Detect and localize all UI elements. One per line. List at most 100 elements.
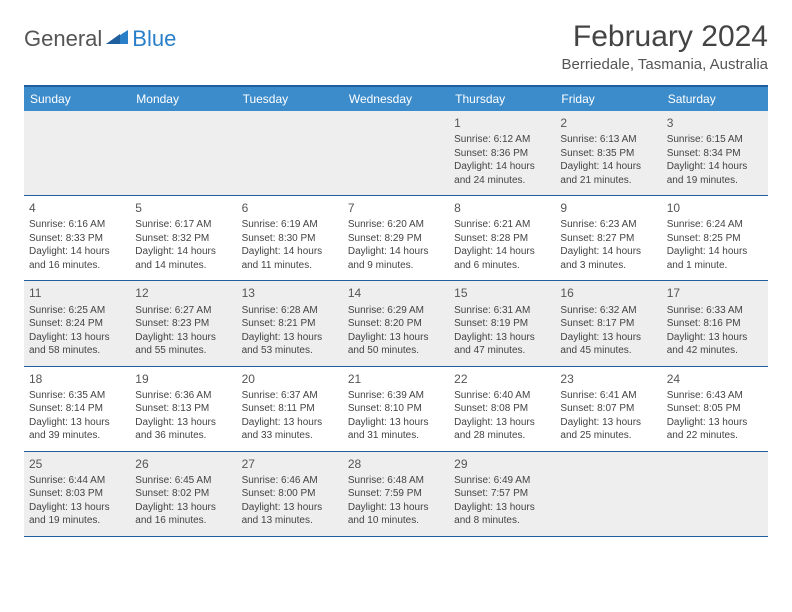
day-detail-day1: Daylight: 13 hours bbox=[454, 331, 550, 345]
day-cell: 15Sunrise: 6:31 AMSunset: 8:19 PMDayligh… bbox=[449, 281, 555, 365]
day-detail-sunset: Sunset: 8:13 PM bbox=[135, 402, 231, 416]
day-number: 19 bbox=[135, 371, 231, 387]
day-cell bbox=[24, 111, 130, 195]
day-number: 15 bbox=[454, 285, 550, 301]
day-detail-day2: and 47 minutes. bbox=[454, 344, 550, 358]
day-detail-sunrise: Sunrise: 6:21 AM bbox=[454, 218, 550, 232]
day-cell: 2Sunrise: 6:13 AMSunset: 8:35 PMDaylight… bbox=[555, 111, 661, 195]
day-detail-day1: Daylight: 13 hours bbox=[135, 501, 231, 515]
week-row: 25Sunrise: 6:44 AMSunset: 8:03 PMDayligh… bbox=[24, 452, 768, 537]
day-detail-day2: and 10 minutes. bbox=[348, 514, 444, 528]
day-cell: 1Sunrise: 6:12 AMSunset: 8:36 PMDaylight… bbox=[449, 111, 555, 195]
day-detail-day2: and 1 minute. bbox=[667, 259, 763, 273]
day-detail-day2: and 24 minutes. bbox=[454, 174, 550, 188]
weekday-header: Wednesday bbox=[343, 87, 449, 111]
title-block: February 2024 Berriedale, Tasmania, Aust… bbox=[562, 20, 769, 73]
week-row: 11Sunrise: 6:25 AMSunset: 8:24 PMDayligh… bbox=[24, 281, 768, 366]
day-number: 28 bbox=[348, 456, 444, 472]
day-detail-day1: Daylight: 14 hours bbox=[560, 160, 656, 174]
day-detail-sunrise: Sunrise: 6:20 AM bbox=[348, 218, 444, 232]
day-detail-day2: and 9 minutes. bbox=[348, 259, 444, 273]
day-detail-sunset: Sunset: 8:05 PM bbox=[667, 402, 763, 416]
day-number: 20 bbox=[242, 371, 338, 387]
day-detail-sunset: Sunset: 8:08 PM bbox=[454, 402, 550, 416]
day-detail-sunset: Sunset: 8:10 PM bbox=[348, 402, 444, 416]
day-detail-sunset: Sunset: 8:30 PM bbox=[242, 232, 338, 246]
page-subtitle: Berriedale, Tasmania, Australia bbox=[562, 56, 769, 73]
day-cell: 21Sunrise: 6:39 AMSunset: 8:10 PMDayligh… bbox=[343, 367, 449, 451]
day-number: 12 bbox=[135, 285, 231, 301]
page-title: February 2024 bbox=[562, 20, 769, 54]
day-detail-day1: Daylight: 13 hours bbox=[242, 331, 338, 345]
day-detail-day2: and 22 minutes. bbox=[667, 429, 763, 443]
day-detail-day1: Daylight: 14 hours bbox=[454, 245, 550, 259]
day-cell: 4Sunrise: 6:16 AMSunset: 8:33 PMDaylight… bbox=[24, 196, 130, 280]
day-detail-day2: and 53 minutes. bbox=[242, 344, 338, 358]
day-detail-day2: and 13 minutes. bbox=[242, 514, 338, 528]
day-cell: 23Sunrise: 6:41 AMSunset: 8:07 PMDayligh… bbox=[555, 367, 661, 451]
weekday-header: Friday bbox=[555, 87, 661, 111]
day-cell bbox=[237, 111, 343, 195]
day-detail-day1: Daylight: 13 hours bbox=[348, 416, 444, 430]
day-detail-sunset: Sunset: 8:34 PM bbox=[667, 147, 763, 161]
day-cell: 13Sunrise: 6:28 AMSunset: 8:21 PMDayligh… bbox=[237, 281, 343, 365]
day-number: 4 bbox=[29, 200, 125, 216]
day-detail-sunrise: Sunrise: 6:15 AM bbox=[667, 133, 763, 147]
day-detail-sunrise: Sunrise: 6:13 AM bbox=[560, 133, 656, 147]
day-number: 26 bbox=[135, 456, 231, 472]
day-detail-day1: Daylight: 14 hours bbox=[667, 245, 763, 259]
logo-text-blue: Blue bbox=[132, 26, 176, 52]
day-detail-day2: and 33 minutes. bbox=[242, 429, 338, 443]
day-detail-sunset: Sunset: 8:02 PM bbox=[135, 487, 231, 501]
weekday-header: Saturday bbox=[662, 87, 768, 111]
day-cell: 6Sunrise: 6:19 AMSunset: 8:30 PMDaylight… bbox=[237, 196, 343, 280]
weekday-header-row: Sunday Monday Tuesday Wednesday Thursday… bbox=[24, 87, 768, 111]
day-detail-day2: and 31 minutes. bbox=[348, 429, 444, 443]
day-detail-sunrise: Sunrise: 6:49 AM bbox=[454, 474, 550, 488]
day-detail-day1: Daylight: 13 hours bbox=[135, 416, 231, 430]
day-detail-day1: Daylight: 13 hours bbox=[454, 416, 550, 430]
day-number: 9 bbox=[560, 200, 656, 216]
day-number: 27 bbox=[242, 456, 338, 472]
day-cell bbox=[343, 111, 449, 195]
day-detail-day1: Daylight: 14 hours bbox=[242, 245, 338, 259]
weekday-header: Thursday bbox=[449, 87, 555, 111]
day-detail-day1: Daylight: 13 hours bbox=[348, 501, 444, 515]
day-detail-day1: Daylight: 13 hours bbox=[348, 331, 444, 345]
day-detail-day2: and 45 minutes. bbox=[560, 344, 656, 358]
day-detail-sunset: Sunset: 8:24 PM bbox=[29, 317, 125, 331]
day-detail-sunrise: Sunrise: 6:16 AM bbox=[29, 218, 125, 232]
day-detail-sunrise: Sunrise: 6:41 AM bbox=[560, 389, 656, 403]
day-detail-sunrise: Sunrise: 6:35 AM bbox=[29, 389, 125, 403]
day-detail-sunset: Sunset: 8:14 PM bbox=[29, 402, 125, 416]
day-detail-sunset: Sunset: 7:59 PM bbox=[348, 487, 444, 501]
day-detail-day1: Daylight: 13 hours bbox=[29, 416, 125, 430]
day-cell: 5Sunrise: 6:17 AMSunset: 8:32 PMDaylight… bbox=[130, 196, 236, 280]
day-detail-sunrise: Sunrise: 6:36 AM bbox=[135, 389, 231, 403]
logo-triangle-icon bbox=[106, 28, 130, 51]
day-detail-sunset: Sunset: 8:17 PM bbox=[560, 317, 656, 331]
day-number: 18 bbox=[29, 371, 125, 387]
day-cell: 27Sunrise: 6:46 AMSunset: 8:00 PMDayligh… bbox=[237, 452, 343, 536]
day-number: 29 bbox=[454, 456, 550, 472]
day-cell: 10Sunrise: 6:24 AMSunset: 8:25 PMDayligh… bbox=[662, 196, 768, 280]
day-detail-day2: and 11 minutes. bbox=[242, 259, 338, 273]
day-detail-sunrise: Sunrise: 6:25 AM bbox=[29, 304, 125, 318]
day-detail-day1: Daylight: 13 hours bbox=[29, 331, 125, 345]
day-detail-sunset: Sunset: 8:00 PM bbox=[242, 487, 338, 501]
day-detail-sunset: Sunset: 8:21 PM bbox=[242, 317, 338, 331]
day-detail-day1: Daylight: 14 hours bbox=[560, 245, 656, 259]
day-detail-sunrise: Sunrise: 6:12 AM bbox=[454, 133, 550, 147]
day-cell: 25Sunrise: 6:44 AMSunset: 8:03 PMDayligh… bbox=[24, 452, 130, 536]
week-row: 18Sunrise: 6:35 AMSunset: 8:14 PMDayligh… bbox=[24, 367, 768, 452]
day-detail-sunset: Sunset: 8:27 PM bbox=[560, 232, 656, 246]
day-number: 3 bbox=[667, 115, 763, 131]
day-detail-sunset: Sunset: 8:11 PM bbox=[242, 402, 338, 416]
day-cell bbox=[662, 452, 768, 536]
day-detail-day2: and 6 minutes. bbox=[454, 259, 550, 273]
day-detail-sunset: Sunset: 8:32 PM bbox=[135, 232, 231, 246]
day-number: 6 bbox=[242, 200, 338, 216]
day-detail-day1: Daylight: 13 hours bbox=[560, 331, 656, 345]
calendar-page: General Blue February 2024 Berriedale, T… bbox=[0, 0, 792, 557]
day-detail-sunset: Sunset: 8:07 PM bbox=[560, 402, 656, 416]
